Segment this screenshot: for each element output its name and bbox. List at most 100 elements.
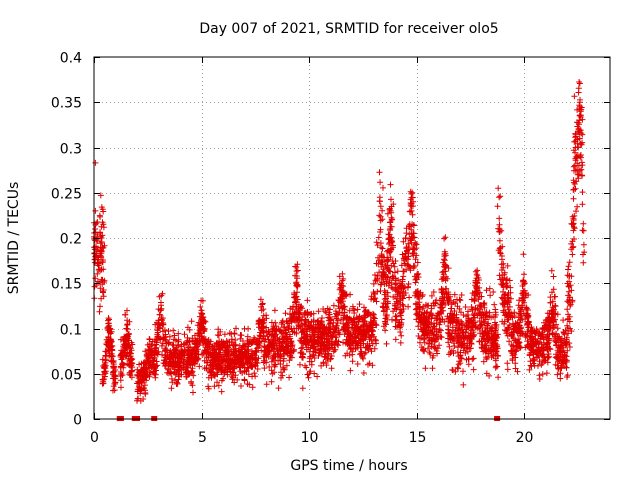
data-point <box>504 366 511 373</box>
data-point <box>227 368 234 375</box>
data-point <box>361 328 368 335</box>
data-point <box>330 302 337 309</box>
data-point <box>233 325 239 332</box>
data-point <box>344 341 351 348</box>
data-point <box>223 355 230 362</box>
axes: 0 0.05 0.1 0.15 0.2 0.25 0.3 0.35 0.4 0 5 10 15 20 <box>51 51 610 446</box>
data-point <box>92 226 99 232</box>
data-point <box>373 298 380 305</box>
data-point <box>341 309 348 316</box>
data-point <box>347 335 354 342</box>
data-point <box>410 262 417 269</box>
data-point <box>240 343 247 350</box>
data-point <box>188 318 195 325</box>
data-point <box>271 307 278 314</box>
data-point <box>118 384 124 391</box>
data-point <box>96 212 103 219</box>
data-point <box>325 330 332 337</box>
data-point <box>245 346 252 353</box>
data-point <box>378 259 385 265</box>
data-point <box>335 338 342 345</box>
data-point <box>190 338 197 345</box>
data-point <box>348 316 354 323</box>
data-point <box>155 348 162 355</box>
data-point <box>172 371 179 378</box>
y-tick-label: 0.2 <box>60 232 82 248</box>
data-point <box>548 267 555 274</box>
data-point <box>327 317 334 324</box>
data-point <box>339 289 346 296</box>
data-point <box>359 336 366 343</box>
data-point <box>245 371 252 378</box>
data-point <box>111 387 118 394</box>
data-point <box>310 317 317 324</box>
data-point <box>382 258 388 265</box>
data-point <box>364 311 371 318</box>
data-point <box>392 336 399 343</box>
data-point <box>239 353 246 360</box>
data-point <box>288 316 295 323</box>
data-point <box>103 341 110 348</box>
data-point <box>227 351 234 358</box>
data-point <box>279 317 286 324</box>
data-point <box>166 339 173 346</box>
data-point <box>442 234 449 241</box>
data-point <box>252 362 258 369</box>
data-point <box>550 273 557 280</box>
data-point <box>370 333 377 340</box>
data-point <box>383 340 390 347</box>
data-point <box>375 254 381 261</box>
data-point <box>208 369 215 376</box>
data-point <box>490 289 497 295</box>
data-point <box>316 350 323 357</box>
data-point <box>140 396 147 402</box>
data-point <box>355 325 362 331</box>
data-point <box>151 370 158 377</box>
data-point <box>494 203 501 210</box>
data-point <box>97 285 104 292</box>
data-point <box>267 340 274 347</box>
data-point <box>100 208 107 215</box>
data-point <box>397 306 403 313</box>
data-point <box>309 352 316 359</box>
data-point <box>393 313 400 320</box>
data-point <box>266 363 273 370</box>
data-point <box>176 373 183 380</box>
data-point <box>419 293 426 300</box>
data-point <box>303 364 310 371</box>
data-point <box>389 316 395 323</box>
data-point <box>360 355 367 362</box>
data-point <box>346 307 353 314</box>
data-point <box>310 351 317 358</box>
data-point <box>361 304 367 311</box>
data-point <box>406 263 413 270</box>
data-point <box>337 298 344 305</box>
data-point <box>188 369 195 376</box>
y-tick-label: 0.4 <box>60 51 82 67</box>
data-point <box>397 323 404 329</box>
data-point <box>159 315 166 322</box>
data-point <box>407 236 414 243</box>
data-point <box>359 316 366 323</box>
x-tick-label: 15 <box>409 430 427 446</box>
data-point <box>284 320 291 327</box>
data-point <box>324 350 331 357</box>
data-point <box>117 377 124 384</box>
data-point <box>392 258 399 264</box>
data-point <box>158 342 165 349</box>
data-point <box>298 335 305 342</box>
data-point <box>415 274 422 280</box>
data-point <box>321 324 328 331</box>
data-point <box>373 337 379 344</box>
data-point <box>236 364 243 371</box>
data-point <box>368 348 375 355</box>
data-point <box>264 349 270 356</box>
data-point <box>565 263 572 270</box>
data-point <box>326 311 333 318</box>
data-point <box>392 275 399 282</box>
data-point <box>370 310 376 317</box>
data-point <box>374 288 381 295</box>
data-point <box>253 355 260 362</box>
data-point <box>408 226 415 233</box>
data-point <box>224 371 231 378</box>
